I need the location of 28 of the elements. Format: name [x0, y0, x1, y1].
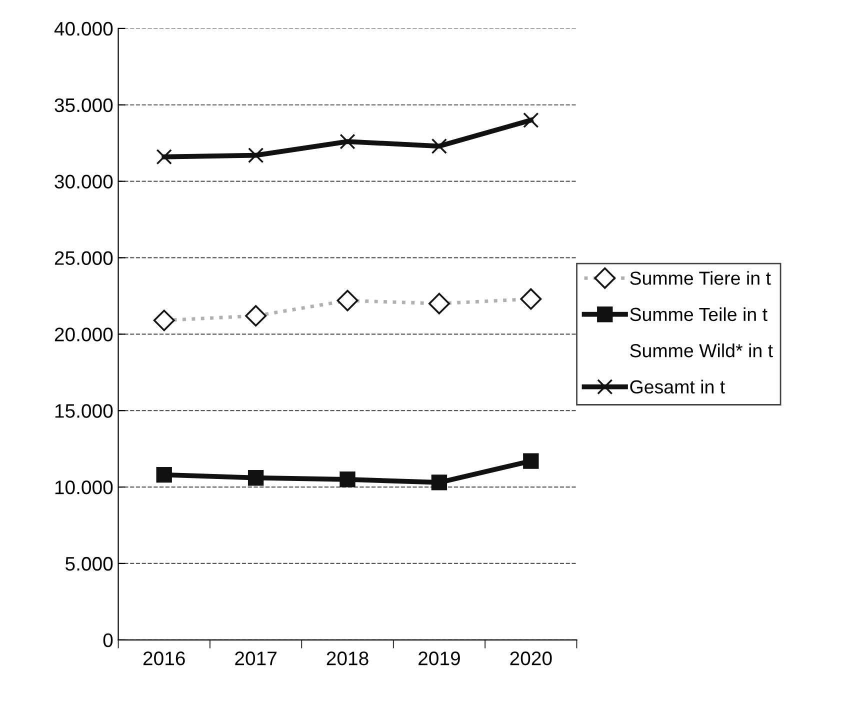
point — [431, 474, 448, 490]
x-tick-label: 2020 — [510, 652, 552, 666]
text: Summe Wild* in t — [630, 344, 773, 358]
legend-label: Summe Teile in t — [630, 307, 768, 322]
point — [248, 147, 264, 164]
y-tick-label: 10.000 — [55, 480, 113, 494]
y-tick-label: 15.000 — [55, 404, 113, 418]
point — [523, 453, 539, 469]
y-tick-label: 30.000 — [54, 174, 113, 189]
y-tick-label: 0 — [103, 633, 113, 648]
point — [431, 138, 448, 154]
point — [340, 134, 356, 150]
point — [523, 112, 539, 128]
legend-label: Summe Tiere in t — [630, 271, 771, 285]
x-tick-label: 2018 — [326, 652, 368, 666]
y-tick-label: 20.000 — [54, 328, 113, 342]
point — [248, 470, 264, 486]
y-tick-label: 5.000 — [66, 556, 113, 571]
legend-label: Gesamt in t — [630, 380, 725, 394]
x-tick-label: 2016 — [143, 652, 185, 666]
y-tick-label: 40.000 — [54, 22, 113, 36]
y-tick-label: 25.000 — [54, 251, 113, 265]
y-tick-label: 35.000 — [54, 98, 113, 112]
x-tick-label: 2019 — [418, 652, 460, 666]
point — [156, 466, 172, 483]
x-tick-label: 2017 — [235, 652, 276, 666]
point — [156, 149, 172, 165]
point — [340, 472, 356, 488]
